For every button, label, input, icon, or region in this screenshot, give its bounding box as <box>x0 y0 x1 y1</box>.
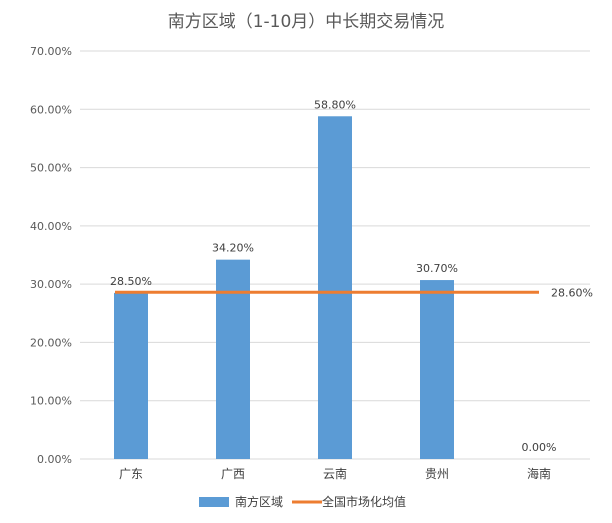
x-category-label: 广东 <box>119 467 143 481</box>
y-tick-label: 0.00% <box>37 453 72 466</box>
bar-data-label: 28.50% <box>110 275 152 288</box>
y-tick-label: 30.00% <box>30 278 72 291</box>
x-axis-category-labels: 广东 广西 云南 贵州 海南 <box>119 466 551 481</box>
bar-data-label: 0.00% <box>522 441 557 454</box>
y-tick-label: 20.00% <box>30 336 72 349</box>
legend-bar-label: 南方区域 <box>235 494 283 509</box>
bar[interactable] <box>216 259 250 459</box>
legend-bar-swatch <box>199 497 229 507</box>
legend-line-label: 全国市场化均值 <box>322 494 406 509</box>
bar[interactable] <box>420 280 454 459</box>
bar[interactable] <box>114 292 148 459</box>
x-category-label: 海南 <box>527 466 551 481</box>
x-category-label: 云南 <box>323 466 347 481</box>
y-tick-label: 60.00% <box>30 103 72 116</box>
bar[interactable] <box>318 116 352 459</box>
x-category-label: 广西 <box>221 467 245 481</box>
y-tick-label: 70.00% <box>30 45 72 58</box>
y-tick-label: 40.00% <box>30 220 72 233</box>
x-category-label: 贵州 <box>425 467 449 481</box>
y-axis-tick-labels: 0.00% 10.00% 20.00% 30.00% 40.00% 50.00% 60.00… <box>30 45 72 466</box>
bar-data-label: 30.70% <box>416 262 458 275</box>
bar-data-label: 34.20% <box>212 242 254 255</box>
chart-title: 南方区域（1-10月）中长期交易情况 <box>168 12 445 32</box>
average-line-label: 28.60% <box>551 286 593 299</box>
legend[interactable]: 南方区域 全国市场化均值 <box>199 494 406 509</box>
y-tick-label: 10.00% <box>30 395 72 408</box>
bar-data-label: 58.80% <box>314 98 356 111</box>
y-tick-label: 50.00% <box>30 162 72 175</box>
data-labels: 28.50% 34.20% 58.80% 30.70% 0.00% 28.60% <box>110 98 593 454</box>
